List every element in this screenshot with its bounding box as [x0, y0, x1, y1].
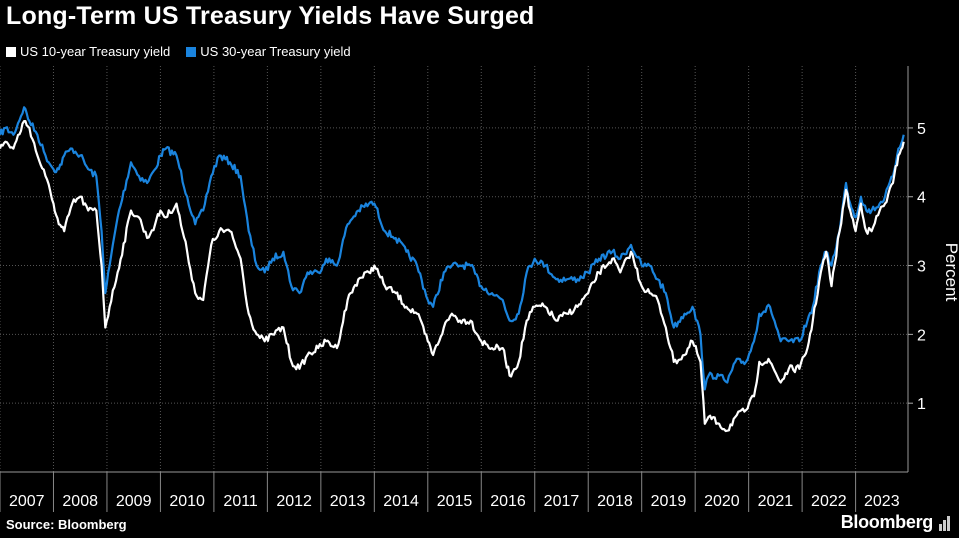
x-tick-label: 2019 [651, 493, 687, 510]
brand-text: Bloomberg [840, 512, 934, 532]
x-tick-label: 2009 [116, 493, 152, 510]
y-axis-ticks: 1 2 3 4 5 [908, 121, 926, 413]
x-tick-label: 2014 [383, 493, 419, 510]
gridlines [0, 66, 908, 472]
x-tick-label: 2007 [9, 493, 45, 510]
x-tick-label: 2017 [544, 493, 580, 510]
source-note: Source: Bloomberg [6, 517, 127, 532]
y-tick-label: 1 [917, 396, 926, 413]
x-tick-label: 2010 [169, 493, 205, 510]
x-tick-label: 2022 [811, 493, 847, 510]
x-tick-label: 2013 [330, 493, 366, 510]
axes [0, 66, 909, 473]
bloomberg-logo: Bloomberg [841, 512, 953, 533]
x-tick-label: 2020 [704, 493, 740, 510]
y-tick-label: 4 [917, 190, 926, 207]
x-axis-ticks: 2007 2008 2009 2010 2011 2012 2013 2014 2015 2016… [0, 472, 900, 512]
x-tick-label: 2015 [437, 493, 473, 510]
legend-swatch-30y [186, 46, 197, 57]
x-tick-label: 2011 [223, 493, 258, 510]
series-line-30y [0, 106, 905, 391]
series-lines [0, 106, 905, 433]
legend-label-30y: US 30-year Treasury yield [200, 44, 351, 59]
x-tick-label: 2023 [864, 493, 900, 510]
y-tick-label: 3 [917, 259, 926, 276]
x-tick-label: 2018 [597, 493, 633, 510]
x-tick-label: 2016 [490, 493, 526, 510]
legend-item-30y: US 30-year Treasury yield [186, 44, 351, 59]
y-axis-label: Percent [942, 243, 959, 302]
bloomberg-logo-icon [939, 515, 950, 531]
x-tick-label: 2008 [62, 493, 98, 510]
y-tick-label: 5 [917, 121, 926, 138]
x-tick-label: 2021 [758, 493, 794, 510]
legend-label-10y: US 10-year Treasury yield [20, 44, 171, 59]
y-tick-label: 2 [917, 327, 926, 344]
legend-item-10y: US 10-year Treasury yield [6, 44, 170, 59]
series-line-10y [0, 120, 905, 433]
legend: US 10-year Treasury yield US 30-year Tre… [6, 44, 351, 59]
x-tick-label: 2012 [276, 493, 312, 510]
legend-swatch-10y [6, 46, 16, 57]
chart-title: Long-Term US Treasury Yields Have Surged [6, 2, 535, 30]
